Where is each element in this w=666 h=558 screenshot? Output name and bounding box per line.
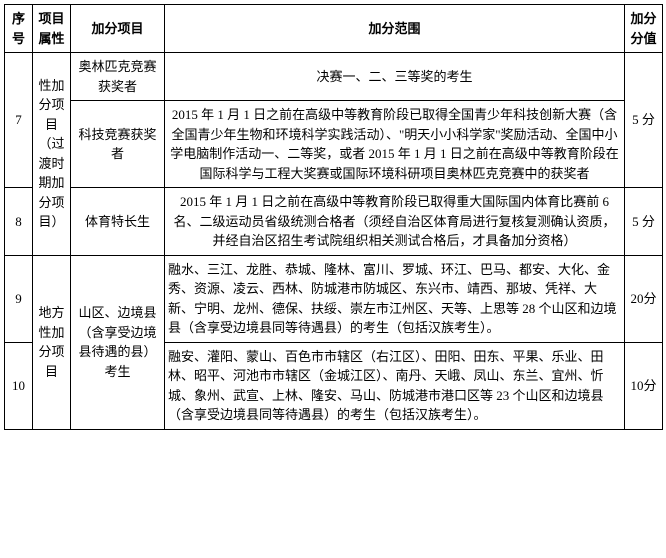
cell-seq: 8 [5, 188, 33, 256]
cell-item: 体育特长生 [71, 188, 165, 256]
cell-scope: 融安、灌阳、蒙山、百色市市辖区（右江区）、田阳、田东、平果、乐业、田林、昭平、河… [165, 342, 625, 429]
cell-attr-group2: 地方性加分项目 [33, 255, 71, 429]
cell-scope: 2015 年 1 月 1 日之前在高级中等教育阶段已取得重大国际国内体育比赛前 … [165, 188, 625, 256]
cell-seq: 7 [5, 53, 33, 188]
cell-scope: 决赛一、二、三等奖的考生 [165, 53, 625, 101]
table-row: 科技竞赛获奖者 2015 年 1 月 1 日之前在高级中等教育阶段已取得全国青少… [5, 101, 663, 188]
cell-attr-group1: 性加分项目（过渡时期加分项目） [33, 53, 71, 256]
header-item: 加分项目 [71, 5, 165, 53]
cell-scope: 融水、三江、龙胜、恭城、隆林、富川、罗城、环江、巴马、都安、大化、金秀、资源、凌… [165, 255, 625, 342]
header-scope: 加分范围 [165, 5, 625, 53]
cell-score: 10分 [625, 342, 663, 429]
cell-seq: 9 [5, 255, 33, 342]
bonus-points-table: 序号 项目属性 加分项目 加分范围 加分分值 7 性加分项目（过渡时期加分项目）… [4, 4, 663, 430]
header-seq: 序号 [5, 5, 33, 53]
cell-item: 科技竞赛获奖者 [71, 101, 165, 188]
cell-item-mountain: 山区、边境县（含享受边境县待遇的县）考生 [71, 255, 165, 429]
cell-score: 5 分 [625, 53, 663, 188]
cell-scope: 2015 年 1 月 1 日之前在高级中等教育阶段已取得全国青少年科技创新大赛（… [165, 101, 625, 188]
cell-item: 奥林匹克竞赛获奖者 [71, 53, 165, 101]
cell-score: 20分 [625, 255, 663, 342]
table-row: 8 体育特长生 2015 年 1 月 1 日之前在高级中等教育阶段已取得重大国际… [5, 188, 663, 256]
header-score: 加分分值 [625, 5, 663, 53]
cell-seq: 10 [5, 342, 33, 429]
table-row: 7 性加分项目（过渡时期加分项目） 奥林匹克竞赛获奖者 决赛一、二、三等奖的考生… [5, 53, 663, 101]
header-row: 序号 项目属性 加分项目 加分范围 加分分值 [5, 5, 663, 53]
table-row: 9 地方性加分项目 山区、边境县（含享受边境县待遇的县）考生 融水、三江、龙胜、… [5, 255, 663, 342]
cell-score: 5 分 [625, 188, 663, 256]
header-attr: 项目属性 [33, 5, 71, 53]
